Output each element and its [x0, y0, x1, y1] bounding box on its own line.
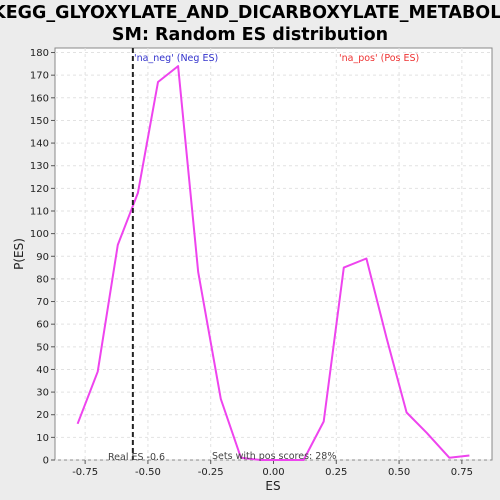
y-tick-label: 180	[30, 48, 49, 59]
x-tick-label: -0.50	[135, 467, 161, 478]
y-tick-label: 140	[30, 139, 49, 150]
y-tick-label: 120	[30, 184, 49, 195]
y-tick-label: 10	[36, 433, 49, 444]
x-tick-label: 0.75	[451, 467, 473, 478]
y-tick-label: 170	[30, 71, 49, 82]
x-tick-label: 0.50	[388, 467, 410, 478]
pos-es-label: 'na_pos' (Pos ES)	[339, 53, 419, 64]
y-tick-label: 100	[30, 229, 49, 240]
y-axis-ticks: 0 10 20 30 40 50 60 70 80 90 100 110 120 130 140 150 160…	[30, 48, 55, 467]
x-tick-label: 0.00	[262, 467, 284, 478]
x-tick-label: -0.75	[72, 467, 98, 478]
y-tick-label: 30	[36, 388, 49, 399]
y-tick-label: 150	[30, 116, 49, 127]
pos-scores-label: Sets with pos scores: 28%	[212, 451, 336, 462]
x-axis-ticks: -0.75 -0.50 -0.25 0.00 0.25 0.50 0.75	[72, 460, 473, 478]
y-tick-label: 80	[36, 274, 49, 285]
chart-title-line-2: SM: Random ES distribution	[112, 25, 388, 45]
x-tick-label: -0.25	[198, 467, 224, 478]
x-axis-label: ES	[265, 479, 280, 493]
x-tick-label: 0.25	[325, 467, 347, 478]
grid	[55, 48, 492, 461]
y-tick-label: 160	[30, 93, 49, 104]
series-layer	[76, 65, 470, 461]
y-tick-label: 90	[36, 252, 49, 263]
y-tick-label: 20	[36, 410, 49, 421]
es-distribution-line	[76, 65, 470, 461]
chart-title-line-1: KEGG_GLYOXYLATE_AND_DICARBOXYLATE_METABO…	[0, 3, 500, 23]
y-axis-label: P(ES)	[12, 238, 26, 270]
y-tick-label: 130	[30, 161, 49, 172]
y-tick-label: 110	[30, 206, 49, 217]
y-tick-label: 50	[36, 342, 49, 353]
real-es-label: Real ES -0.6	[108, 452, 165, 463]
y-tick-label: 40	[36, 365, 49, 376]
y-tick-label: 60	[36, 320, 49, 331]
neg-es-label: 'na_neg' (Neg ES)	[134, 53, 218, 64]
y-tick-label: 70	[36, 297, 49, 308]
y-tick-label: 0	[43, 456, 49, 467]
